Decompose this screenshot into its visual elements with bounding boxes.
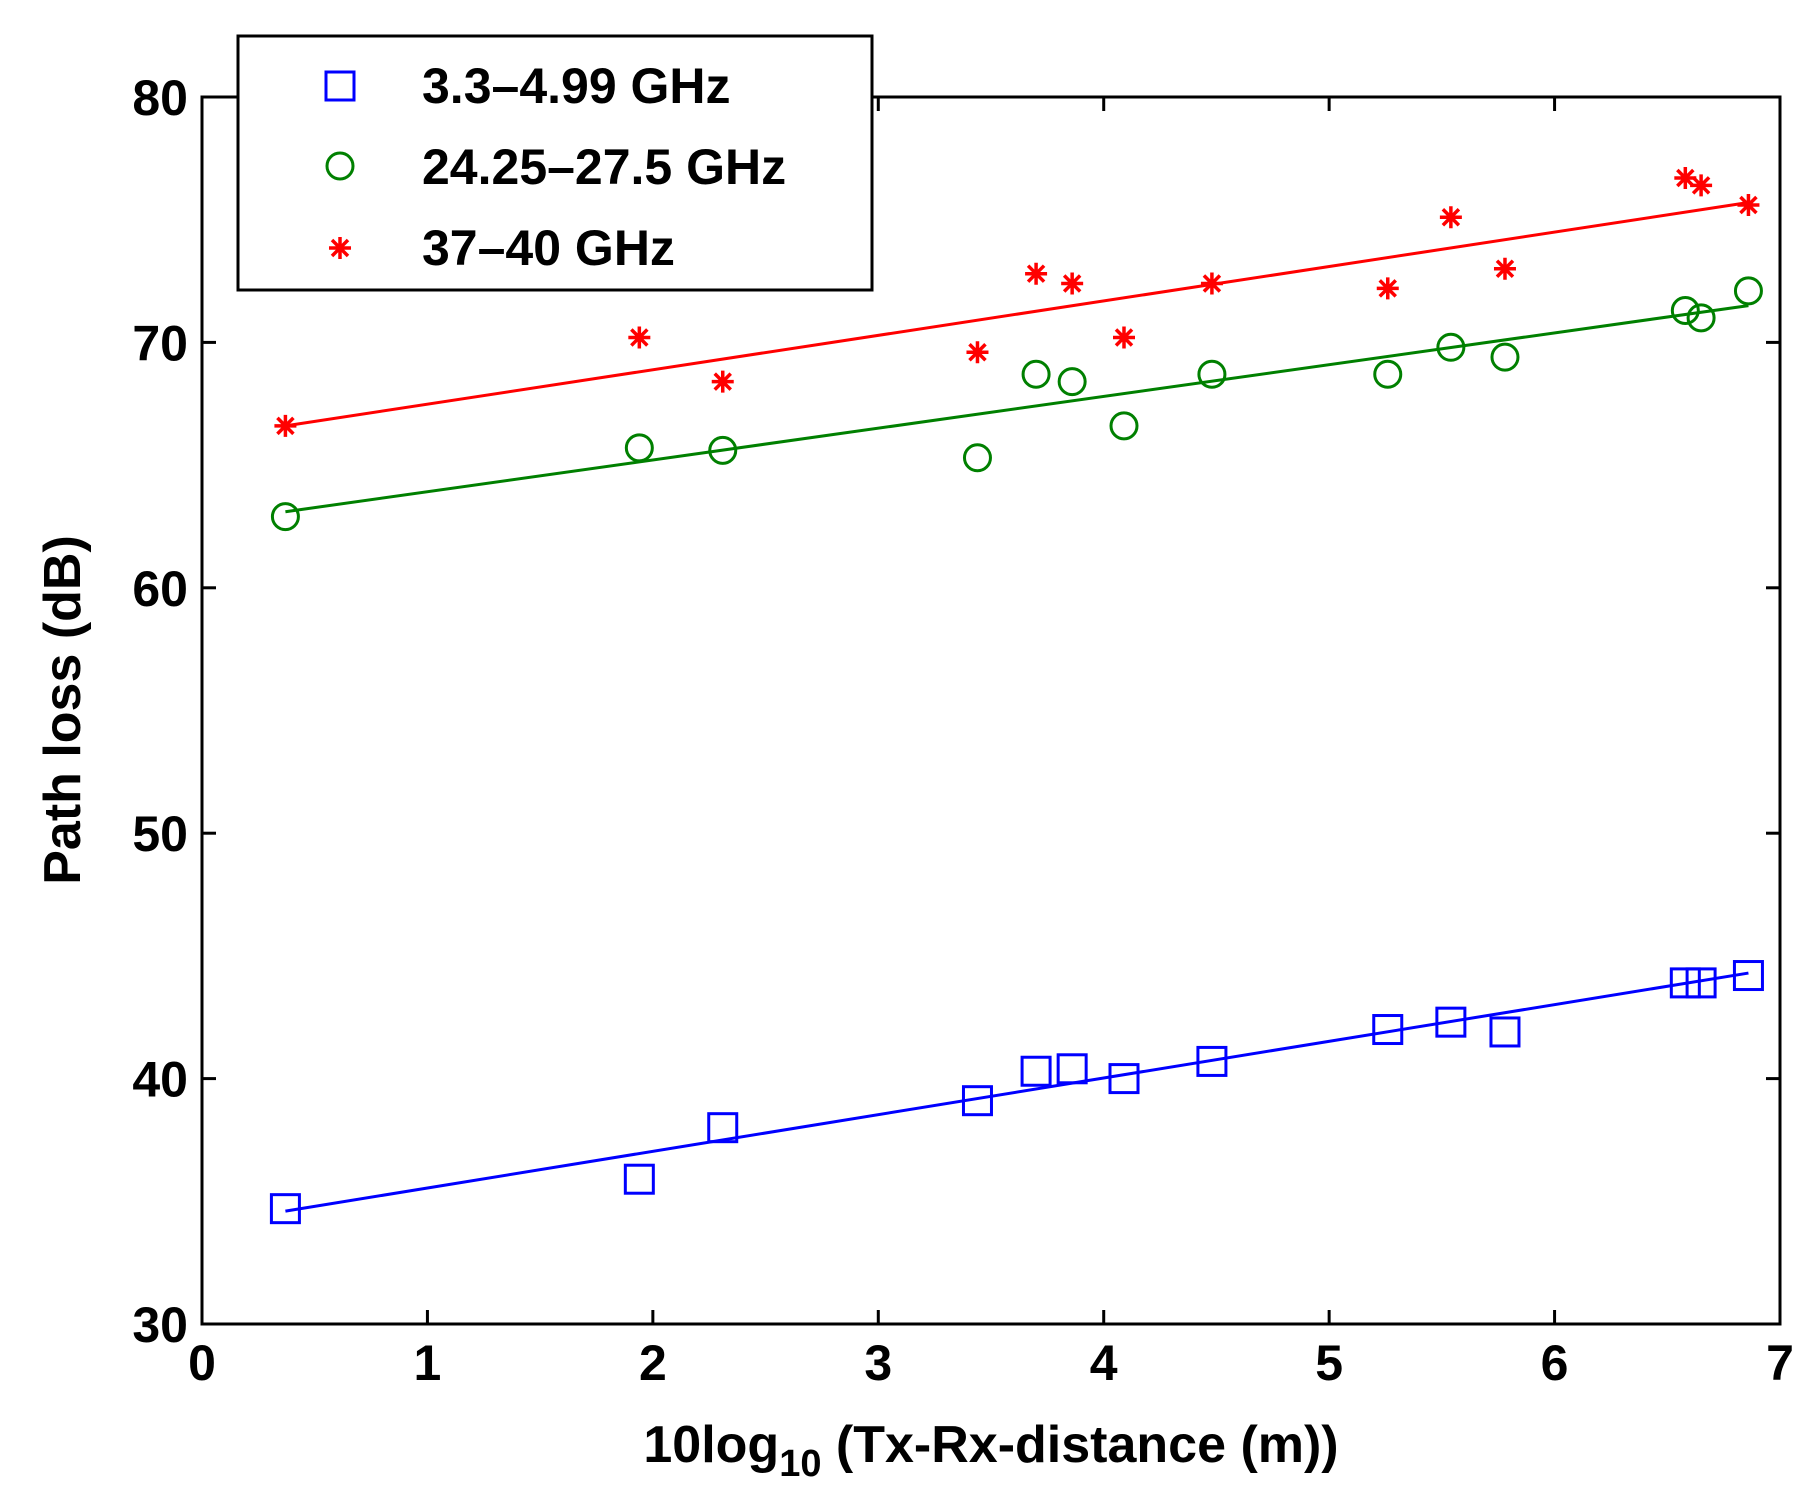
data-point-blue — [1108, 1063, 1140, 1095]
data-point-green — [624, 433, 654, 463]
data-point-red — [711, 370, 734, 393]
x-tick-label: 3 — [864, 1335, 892, 1391]
data-point-red — [1113, 326, 1135, 349]
data-point-green — [1057, 367, 1087, 397]
y-tick-label: 70 — [132, 315, 188, 371]
y-tick-label: 30 — [132, 1297, 188, 1353]
x-tick-label: 0 — [188, 1335, 216, 1391]
legend-marker-blue — [324, 70, 356, 102]
y-tick-label: 60 — [132, 561, 188, 617]
data-point-red — [1200, 272, 1223, 295]
data-point-red — [1025, 262, 1048, 285]
data-point-blue — [1372, 1014, 1404, 1046]
data-point-blue — [1669, 967, 1701, 999]
data-point-red — [1439, 206, 1462, 229]
data-point-green — [1436, 332, 1466, 362]
data-point-blue — [1732, 960, 1764, 992]
data-point-blue — [269, 1193, 301, 1225]
x-tick-label: 5 — [1315, 1335, 1343, 1391]
legend-label-green: 24.25–27.5 GHz — [422, 139, 786, 195]
x-axis-label-prefix: 10log — [643, 1416, 779, 1474]
data-point-blue — [961, 1085, 993, 1117]
data-point-green — [270, 502, 300, 532]
plot-area — [200, 95, 1782, 1326]
data-point-green — [1490, 342, 1520, 372]
data-point-red — [1737, 193, 1760, 216]
data-point-green — [1021, 359, 1051, 389]
data-points — [269, 166, 1764, 1225]
axis-tick-labels: 0 1 2 3 4 5 6 7 30 40 50 60 70 80 — [132, 70, 1794, 1391]
x-tick-label: 7 — [1766, 1335, 1794, 1391]
data-point-blue — [623, 1163, 655, 1195]
data-point-green — [1373, 359, 1403, 389]
legend-marker-green — [325, 151, 355, 181]
data-point-red — [1690, 174, 1713, 197]
x-tick-label: 1 — [414, 1335, 442, 1391]
fit-lines — [285, 201, 1749, 1213]
fit-line-red — [285, 201, 1749, 428]
x-tick-label: 2 — [639, 1335, 667, 1391]
data-point-green — [1197, 359, 1227, 389]
data-point-red — [1674, 166, 1697, 189]
data-point-red — [966, 341, 989, 364]
legend-label-blue: 3.3–4.99 GHz — [422, 58, 731, 114]
data-point-green — [708, 435, 738, 465]
y-tick-label: 80 — [132, 70, 188, 126]
fit-line-blue — [285, 971, 1749, 1213]
data-point-blue — [1056, 1053, 1088, 1085]
data-point-red — [1376, 277, 1399, 300]
data-point-green — [1670, 295, 1700, 325]
x-tick-label: 6 — [1541, 1335, 1569, 1391]
x-axis-label-subscript: 10 — [779, 1443, 821, 1485]
data-point-red — [1493, 257, 1516, 280]
data-point-blue — [1435, 1006, 1467, 1038]
axis-ticks — [200, 95, 1782, 1326]
data-point-blue — [1020, 1055, 1052, 1087]
legend-markers — [324, 70, 356, 259]
data-point-red — [274, 414, 297, 437]
data-point-red — [1061, 272, 1084, 295]
legend-marker-red — [329, 237, 351, 259]
data-point-blue — [1685, 967, 1717, 999]
data-point-blue — [707, 1112, 739, 1144]
x-axis-label: 10log10 (Tx-Rx-distance (m)) — [643, 1416, 1338, 1485]
data-point-green — [1109, 411, 1139, 441]
x-axis-label-suffix: (Tx-Rx-distance (m)) — [821, 1416, 1338, 1474]
y-tick-label: 40 — [132, 1052, 188, 1108]
y-tick-label: 50 — [132, 806, 188, 862]
data-point-green — [962, 443, 992, 473]
data-point-green — [1686, 303, 1716, 333]
data-point-blue — [1489, 1016, 1521, 1048]
x-tick-label: 4 — [1090, 1335, 1118, 1391]
data-point-green — [1733, 276, 1763, 306]
legend: 3.3–4.99 GHz 24.25–27.5 GHz 37–40 GHz — [236, 34, 874, 292]
fit-line-green — [285, 304, 1749, 514]
data-point-blue — [1196, 1045, 1228, 1077]
legend-label-red: 37–40 GHz — [422, 220, 675, 276]
y-axis-label: Path loss (dB) — [34, 535, 92, 885]
data-point-red — [628, 326, 651, 349]
